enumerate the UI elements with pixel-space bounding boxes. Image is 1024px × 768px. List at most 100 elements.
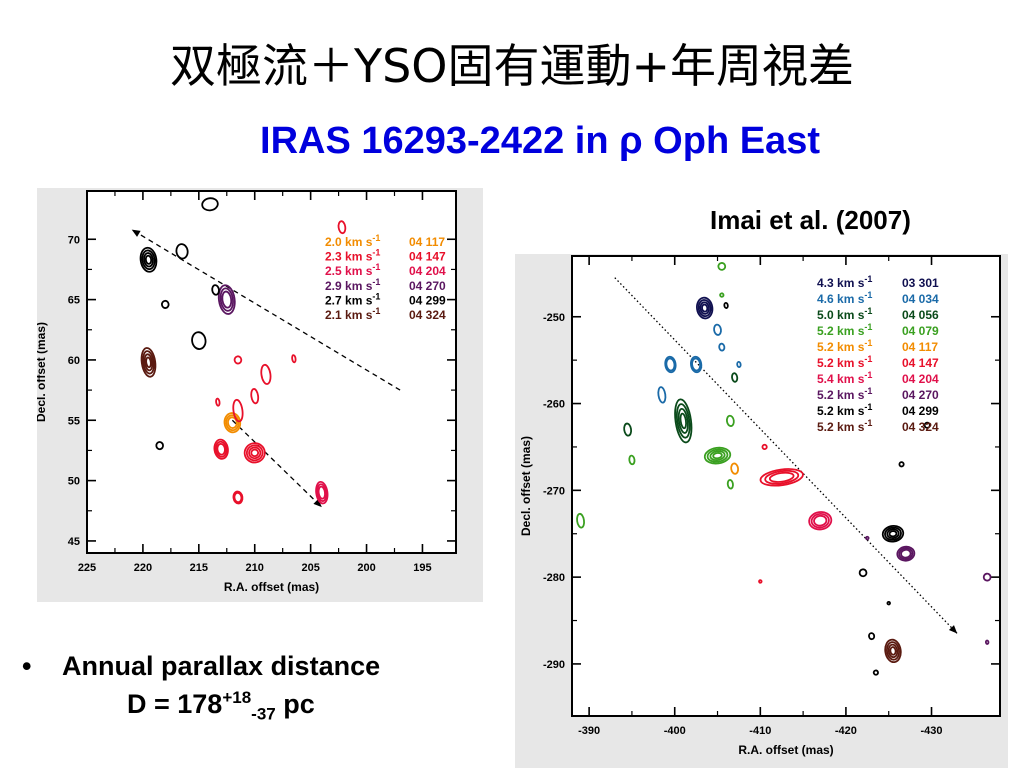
legend-id: 04 117 [902,340,938,354]
maser-contour [161,299,170,309]
maser-contour [759,468,804,487]
legend-entry: 5.2 km s-1 04 117 [817,338,938,354]
slide-title: 双極流＋YSO固有運動+年周視差 [169,39,855,93]
maser-contour [664,355,677,374]
maser-feature [664,355,677,374]
maser-contour [576,512,585,529]
left-chart-panel: 225 220 215 210 205 200 195 45 50 55 60 65 70 R.A. of… [37,188,483,602]
x-axis-label: R.A. offset (mas) [224,580,319,594]
legend-velocity: 4.6 km s [817,292,865,306]
maser-contour [982,572,992,582]
maser-feature [723,301,729,309]
maser-contour [243,442,266,464]
legend-unit-exponent: -1 [864,418,872,428]
maser-feature [808,511,833,531]
legend-velocity: 5.2 km s [817,388,865,402]
formula-prefix: D = 178 [127,689,223,719]
legend-entry: 5.2 km s-1 04 147 [817,354,939,370]
y-tick-label: -250 [543,312,565,324]
legend-unit-exponent: -1 [864,322,872,332]
maser-contour [719,292,725,298]
legend-entry: 2.1 km s-1 04 324 [325,306,446,322]
plot-area [86,190,457,554]
reference-citation: Imai et al. (2007) [710,205,911,235]
maser-feature [140,347,157,378]
maser-contour [248,446,262,460]
legend-velocity: 2.7 km s [325,293,373,307]
bullet-dot: • [22,651,32,681]
legend-entry: 2.9 km s-1 04 270 [325,277,446,293]
maser-contour [699,301,710,315]
plot-area [571,255,1001,717]
x-tick-label: 220 [134,562,152,574]
legend-velocity: 2.3 km s [325,250,373,264]
maser-contour [886,641,900,661]
maser-contour [665,357,676,372]
legend-entry: 5.0 km s-1 04 056 [817,306,939,322]
maser-contour [214,440,228,458]
maser-contour [730,462,740,475]
legend-id: 03 301 [902,276,939,290]
maser-contour [628,454,636,466]
y-tick-label: 50 [68,476,80,488]
maser-contour [725,414,735,427]
y-tick-label: 70 [68,234,80,246]
legend-unit-exponent: -1 [864,306,872,316]
maser-feature [155,441,164,451]
maser-feature [232,398,244,423]
legend-unit-exponent: -1 [864,402,872,412]
maser-feature [759,468,804,487]
maser-feature [703,446,732,465]
legend-id: 04 204 [902,372,939,386]
maser-feature [337,220,347,235]
legend-entry: 2.3 km s-1 04 147 [325,248,446,264]
maser-feature [868,632,876,641]
legend-unit-exponent: -1 [372,277,380,287]
maser-contour [337,220,347,235]
maser-contour [881,524,905,543]
maser-contour [696,296,714,320]
maser-contour [260,363,272,385]
maser-contour [697,299,712,318]
maser-contour [886,600,891,606]
motion-arrow-line [131,229,401,391]
maser-contour [317,485,326,500]
legend-entry: 5.2 km s-1 04 324 [817,418,939,434]
maser-contour [232,490,244,505]
maser-contour [215,397,221,407]
formula-upper-error: +18 [222,688,252,707]
maser-contour [211,284,220,296]
maser-feature [576,512,585,529]
y-tick-label: 45 [68,536,80,548]
maser-contour [690,355,703,374]
maser-contour [657,386,667,404]
legend-entry: 5.4 km s-1 04 204 [817,370,939,386]
maser-contour [764,469,800,485]
maser-contour [701,303,709,313]
maser-feature [232,490,244,505]
maser-contour [884,638,902,664]
maser-feature [628,454,636,466]
y-axis-label: Decl. offset (mas) [519,436,533,536]
maser-contour [923,421,931,429]
maser-feature [696,296,714,320]
maser-feature [736,361,742,368]
maser-feature [217,284,236,315]
maser-contour [872,669,879,676]
maser-contour [233,355,243,365]
maser-feature [191,331,207,350]
right-chart: -390 -400 -410 -420 -430 -250 -260 -270 -280 -290… [519,255,1001,757]
maser-contour [227,416,238,429]
legend-unit-exponent: -1 [864,370,872,380]
maser-contour [140,347,157,378]
maser-feature [761,443,768,451]
legend-unit-exponent: -1 [372,233,380,243]
maser-contour [886,528,900,540]
x-tick-label: -410 [749,725,771,737]
maser-feature [250,388,260,405]
maser-contour [761,443,768,451]
maser-feature [758,579,763,584]
maser-feature [161,299,170,309]
legend-id: 04 147 [409,250,446,264]
maser-contour [887,643,899,659]
